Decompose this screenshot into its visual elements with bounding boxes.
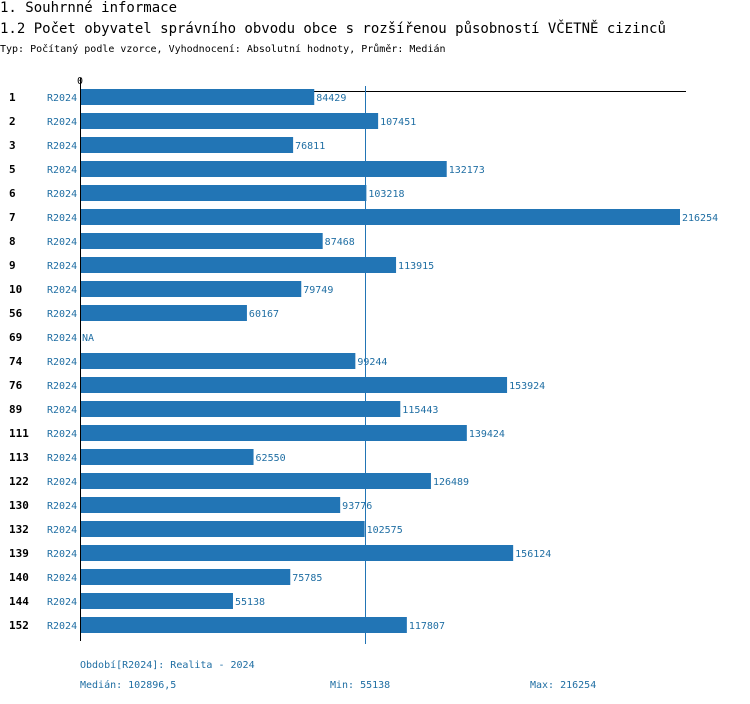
bar-value-label: 107451	[380, 117, 416, 128]
row-category-label: 139	[9, 547, 29, 560]
row-category-label: 140	[9, 571, 29, 584]
bar	[80, 569, 291, 585]
bar	[80, 425, 467, 441]
bar-value-label: 87468	[325, 237, 355, 248]
bar	[80, 545, 514, 561]
bar	[80, 305, 247, 321]
row-period-label: R2024	[47, 309, 77, 320]
bar-value-label: 139424	[469, 429, 505, 440]
bar-value-label: 126489	[433, 477, 469, 488]
footer-median: Medián: 102896,5	[80, 680, 177, 691]
row-period-label: R2024	[47, 117, 77, 128]
row-category-label: 130	[9, 499, 29, 512]
row-category-label: 69	[9, 331, 22, 344]
row-category-label: 152	[9, 619, 29, 632]
bar-value-label: 117807	[409, 621, 445, 632]
row-period-label: R2024	[47, 165, 77, 176]
bar	[80, 497, 341, 513]
footer-max: Max: 216254	[530, 680, 597, 691]
row-period-label: R2024	[47, 621, 77, 632]
row-period-label: R2024	[47, 141, 77, 152]
row-category-label: 76	[9, 379, 23, 392]
bar	[80, 521, 365, 537]
row-period-label: R2024	[47, 93, 77, 104]
bar-value-label: 113915	[398, 261, 434, 272]
footer-min: Min: 55138	[330, 680, 391, 691]
row-period-label: R2024	[47, 549, 77, 560]
bar-value-label: 153924	[509, 381, 545, 392]
bar	[80, 209, 680, 225]
row-category-label: 5	[9, 163, 16, 176]
row-category-label: 3	[9, 139, 16, 152]
bar-value-label: NA	[82, 333, 94, 344]
row-category-label: 113	[9, 451, 29, 464]
bar	[80, 593, 233, 609]
bar-value-label: 62550	[256, 453, 286, 464]
bar	[80, 449, 254, 465]
bar	[80, 113, 379, 129]
row-period-label: R2024	[47, 597, 77, 608]
row-category-label: 9	[9, 259, 16, 272]
bar-value-label: 93776	[342, 501, 372, 512]
bar-value-label: 132173	[449, 165, 485, 176]
row-period-label: R2024	[47, 501, 77, 512]
row-period-label: R2024	[47, 285, 77, 296]
bar	[80, 473, 431, 489]
row-category-label: 144	[9, 595, 29, 608]
bar-value-label: 103218	[368, 189, 404, 200]
bar	[80, 353, 356, 369]
bar	[80, 257, 397, 273]
bar	[80, 617, 407, 633]
row-category-label: 132	[9, 523, 29, 536]
bar-value-label: 99244	[357, 357, 387, 368]
footer-period: Období[R2024]: Realita - 2024	[80, 660, 255, 671]
row-category-label: 7	[9, 211, 16, 224]
bar	[80, 281, 302, 297]
bar-value-label: 75785	[292, 573, 322, 584]
bar	[80, 233, 323, 249]
row-period-label: R2024	[47, 573, 77, 584]
bar-value-label: 102575	[367, 525, 403, 536]
bar	[80, 161, 447, 177]
row-category-label: 56	[9, 307, 23, 320]
row-category-label: 111	[9, 427, 29, 440]
bar-value-label: 60167	[249, 309, 279, 320]
bar	[80, 377, 508, 393]
bar-value-label: 79749	[303, 285, 333, 296]
bar-value-label: 115443	[402, 405, 438, 416]
bar	[80, 89, 315, 105]
bar-value-label: 55138	[235, 597, 265, 608]
row-period-label: R2024	[47, 357, 77, 368]
row-category-label: 89	[9, 403, 22, 416]
row-period-label: R2024	[47, 525, 77, 536]
row-category-label: 122	[9, 475, 29, 488]
bar-value-label: 76811	[295, 141, 325, 152]
bar	[80, 137, 294, 153]
bar	[80, 185, 367, 201]
row-category-label: 74	[9, 355, 23, 368]
row-category-label: 2	[9, 115, 16, 128]
row-period-label: R2024	[47, 381, 77, 392]
row-period-label: R2024	[47, 477, 77, 488]
chart-type-info: Typ: Počítaný podle vzorce, Vyhodnocení:…	[0, 44, 446, 55]
row-period-label: R2024	[47, 429, 77, 440]
row-category-label: 1	[9, 91, 16, 104]
row-period-label: R2024	[47, 333, 77, 344]
bar-value-label: 216254	[682, 213, 718, 224]
bar	[80, 401, 401, 417]
row-period-label: R2024	[47, 405, 77, 416]
section-title: 1. Souhrnné informace	[0, 0, 178, 16]
row-period-label: R2024	[47, 189, 77, 200]
bar-value-label: 156124	[515, 549, 551, 560]
row-category-label: 10	[9, 283, 22, 296]
chart-title: 1.2 Počet obyvatel správního obvodu obce…	[0, 21, 666, 37]
row-category-label: 6	[9, 187, 16, 200]
row-period-label: R2024	[47, 261, 77, 272]
row-period-label: R2024	[47, 237, 77, 248]
row-category-label: 8	[9, 235, 16, 248]
row-period-label: R2024	[47, 453, 77, 464]
bar-value-label: 84429	[316, 93, 346, 104]
row-period-label: R2024	[47, 213, 77, 224]
